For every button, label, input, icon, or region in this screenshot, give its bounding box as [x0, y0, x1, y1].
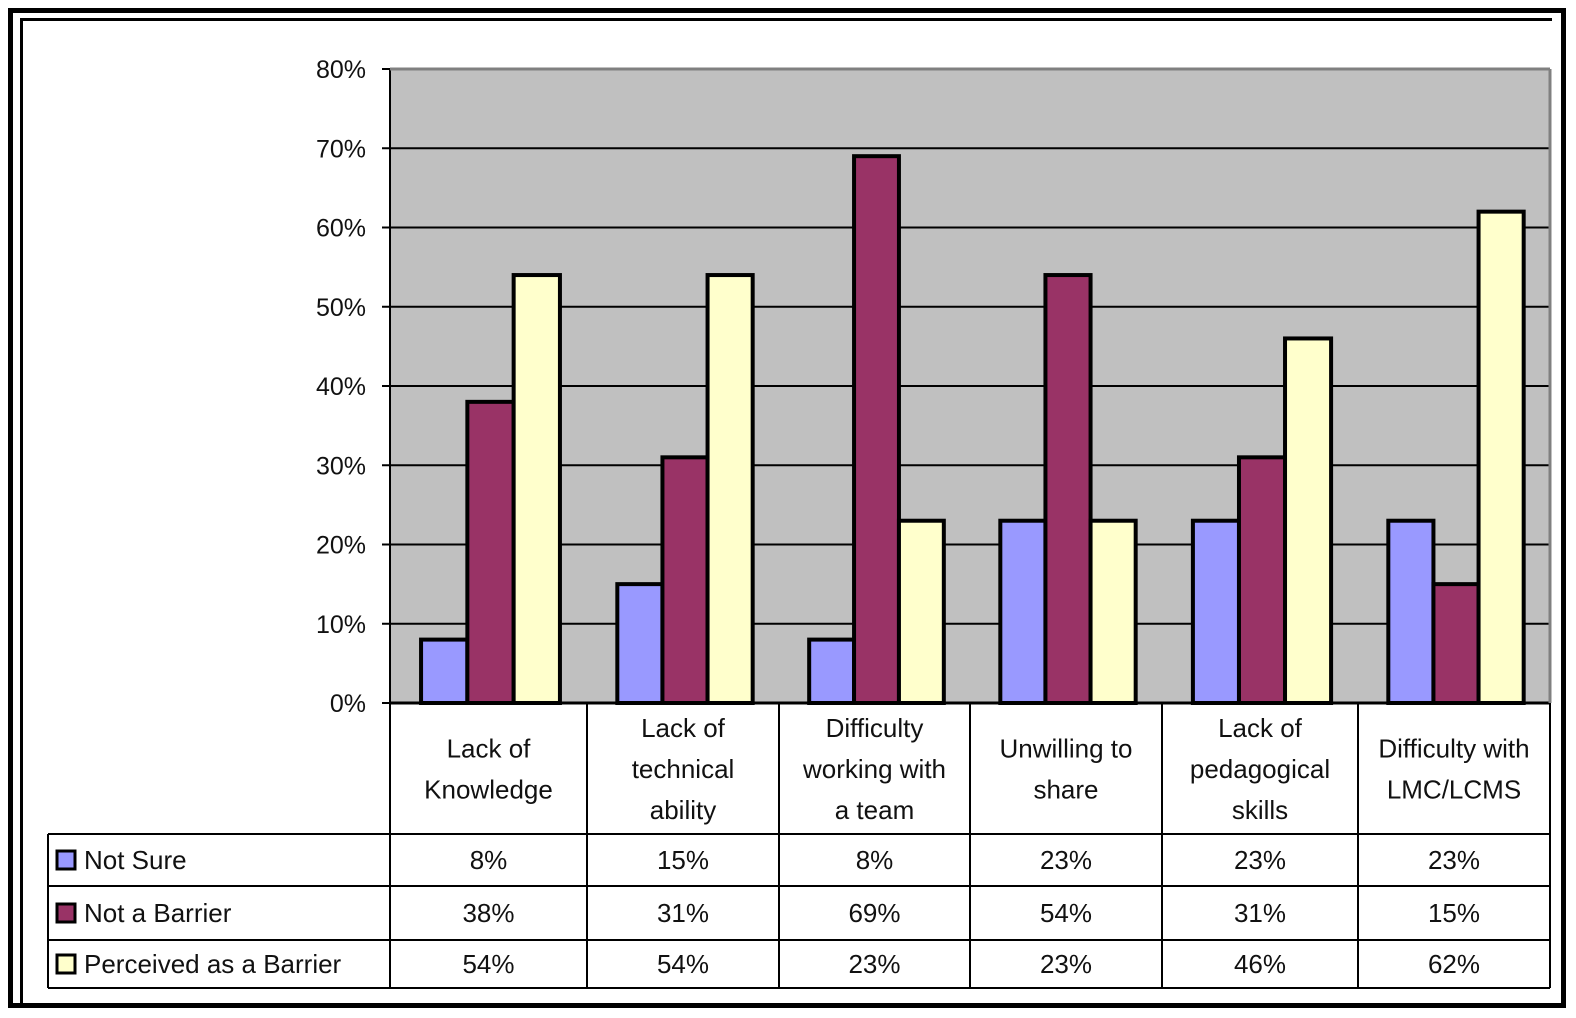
bar [1283, 336, 1334, 705]
bar [465, 399, 516, 705]
legend-key [55, 953, 77, 975]
category-label: technical [632, 754, 735, 784]
bar [998, 518, 1048, 705]
category-label: pedagogical [1190, 754, 1330, 784]
bar [1386, 518, 1436, 705]
bar [419, 637, 470, 705]
bar [705, 273, 755, 705]
bar [1476, 209, 1526, 705]
category-label: skills [1232, 795, 1288, 825]
table-value: 38% [462, 898, 514, 928]
table-value: 15% [1428, 898, 1480, 928]
legend-key [55, 849, 77, 871]
category-label: working with [802, 754, 946, 784]
category-label: Lack of [447, 734, 532, 764]
category-label: Lack of [641, 713, 726, 743]
table-value: 23% [1040, 845, 1092, 875]
category-label: Knowledge [424, 775, 553, 805]
table-value: 8% [856, 845, 894, 875]
bar [1043, 273, 1093, 705]
table-value: 23% [1040, 949, 1092, 979]
legend-label: Not Sure [84, 845, 187, 875]
y-tick-label: 50% [316, 294, 366, 322]
category-label: share [1033, 775, 1098, 805]
y-tick-label: 30% [316, 452, 366, 480]
bar [615, 582, 665, 705]
table-value: 23% [1234, 845, 1286, 875]
bar [511, 273, 562, 705]
bar [1190, 518, 1241, 705]
category-label: Difficulty [826, 713, 924, 743]
category-label: Unwilling to [1000, 734, 1133, 764]
table-value: 23% [848, 949, 900, 979]
y-tick-label: 70% [316, 135, 366, 163]
table-value: 54% [462, 949, 514, 979]
table-value: 15% [657, 845, 709, 875]
y-tick-label: 10% [316, 611, 366, 639]
chart-inner-frame [20, 18, 1552, 1008]
y-tick-label: 20% [316, 532, 366, 560]
table-value: 54% [657, 949, 709, 979]
y-tick-label: 0% [330, 690, 366, 718]
table-value: 46% [1234, 949, 1286, 979]
bar [1236, 455, 1288, 706]
chart-frame [8, 8, 1566, 1008]
bars [419, 154, 1526, 706]
category-label: Difficulty with [1378, 734, 1529, 764]
data-table: Lack of Knowledge Lack of technical ability D… [47, 703, 1551, 989]
table-value: 23% [1428, 845, 1480, 875]
y-tick-label: 40% [316, 373, 366, 401]
bar [896, 518, 946, 705]
y-axis-ticks: 0% 10% 20% 30% 40% 50% 60% 70% 80% [316, 56, 390, 718]
y-tick-label: 80% [316, 56, 366, 84]
table-value: 54% [1040, 898, 1092, 928]
category-label: ability [650, 795, 716, 825]
bar [1088, 518, 1138, 705]
table-value: 69% [848, 898, 900, 928]
bar [660, 455, 710, 706]
y-tick-label: 60% [316, 215, 366, 243]
bar [807, 637, 857, 705]
category-label: Lack of [1218, 713, 1303, 743]
category-label: a team [835, 795, 915, 825]
table-value: 31% [1234, 898, 1286, 928]
table-value: 62% [1428, 949, 1480, 979]
category-label: LMC/LCMS [1387, 775, 1521, 805]
bar [1431, 582, 1481, 705]
legend-label: Not a Barrier [84, 898, 232, 928]
table-value: 8% [470, 845, 508, 875]
legend-label: Perceived as a Barrier [84, 949, 342, 979]
legend-key [55, 902, 77, 924]
table-value: 31% [657, 898, 709, 928]
bar [852, 154, 901, 706]
